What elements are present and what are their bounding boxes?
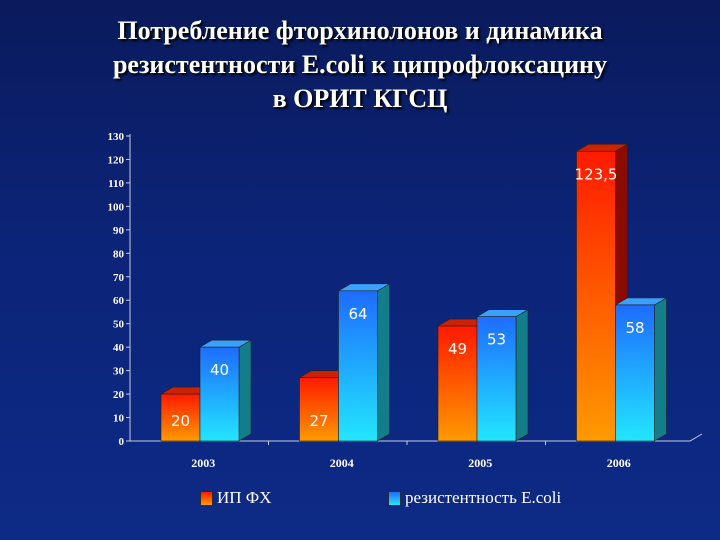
y-tick-label: 70 (113, 272, 125, 284)
legend-item-resistance: резистентность E.coli (388, 488, 561, 508)
legend-swatch-red (200, 490, 213, 506)
y-tick-label: 100 (108, 201, 125, 213)
title-line-1: Потребление фторхинолонов и динамика (117, 16, 603, 45)
bar-side (377, 283, 390, 442)
y-tick-label: 0 (119, 436, 125, 448)
bar-resistance (614, 297, 668, 442)
bar-side (238, 339, 252, 442)
y-tick-label: 110 (108, 178, 124, 190)
bar-front (437, 325, 478, 442)
data-label: 40 (210, 361, 229, 379)
legend: ИП ФХ резистентность E.coli (0, 488, 720, 512)
bar-side (654, 297, 667, 442)
bar-front (576, 150, 616, 442)
bar-front (199, 346, 240, 442)
legend-label-ip-fx: ИП ФХ (217, 488, 272, 507)
y-tick-label: 120 (108, 154, 125, 166)
y-tick-label: 20 (113, 389, 125, 401)
data-label: 53 (487, 331, 506, 349)
x-tick-label: 2003 (191, 456, 215, 470)
legend-item-ip-fx: ИП ФХ (200, 488, 272, 508)
y-tick-label: 60 (113, 295, 125, 307)
bar-front (299, 377, 339, 442)
data-label: 58 (625, 319, 644, 337)
bar-resistance (337, 283, 391, 442)
bar-resistance (475, 309, 530, 442)
bar-front (160, 393, 201, 442)
data-label: 27 (309, 412, 328, 430)
data-label: 20 (171, 412, 190, 430)
y-tick-label: 40 (113, 342, 125, 354)
bar-front (338, 290, 378, 442)
y-tick-label: 10 (113, 413, 125, 425)
y-tick-label: 130 (108, 131, 125, 143)
bar-side (515, 309, 529, 442)
bar-front (615, 304, 655, 442)
y-tick-label: 50 (113, 319, 125, 331)
data-label: 49 (448, 340, 467, 358)
legend-swatch-blue (388, 490, 401, 506)
x-tick-label: 2006 (607, 456, 631, 470)
x-tick-label: 2005 (468, 456, 492, 470)
title-line-2: резистентности E.coli к ципрофлоксацину (112, 50, 608, 79)
bar-resistance (198, 339, 253, 442)
data-label: 123,5 (575, 165, 618, 183)
y-tick-label: 80 (113, 248, 125, 260)
data-label: 64 (348, 305, 367, 323)
y-tick-label: 90 (113, 225, 125, 237)
bar-front (476, 316, 517, 442)
x-tick-label: 2004 (330, 456, 354, 470)
legend-label-resistance: резистентность E.coli (405, 488, 562, 507)
y-tick-label: 30 (113, 366, 125, 378)
title-line-3: в ОРИТ КГСЦ (272, 84, 448, 113)
slide-title: Потребление фторхинолонов и динамика рез… (40, 14, 680, 116)
